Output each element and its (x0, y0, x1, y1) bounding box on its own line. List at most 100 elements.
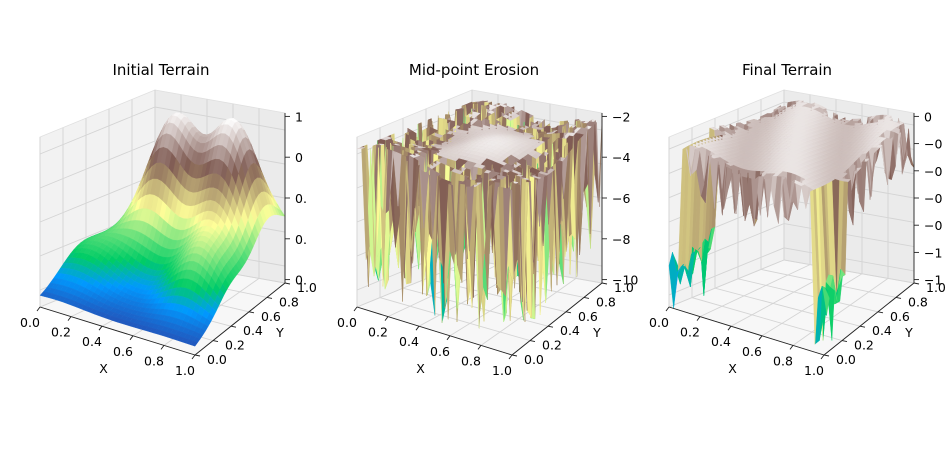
z-tick-label: −6 (612, 191, 630, 206)
x-tick-mark (665, 306, 670, 312)
z-tick-label: −10 (612, 273, 638, 288)
x-tick-label: 0.6 (430, 344, 450, 359)
z-tick-label: 0 (295, 150, 303, 165)
surface-patch (356, 147, 365, 150)
y-tick-mark (601, 282, 608, 285)
surface-patch (668, 252, 678, 309)
y-tick-mark (583, 296, 590, 299)
y-tick-mark (877, 311, 884, 314)
y-axis-line (511, 282, 603, 356)
y-axis-label: Y (275, 325, 284, 340)
y-tick-mark (895, 296, 902, 299)
gridline-z (668, 223, 915, 272)
y-tick-mark (823, 354, 830, 357)
y-tick-mark (194, 354, 201, 357)
z-tick-label: −0 (924, 137, 942, 152)
y-tick-label: 0.8 (596, 294, 616, 309)
x-tick-label: 0.0 (20, 315, 40, 330)
subplot-final-terrain: 0.00.20.40.60.81.00.00.20.40.60.81.0−1−1… (649, 61, 946, 378)
x-tick-mark (727, 325, 732, 331)
y-tick-mark (284, 282, 291, 285)
subplot-title: Mid-point Erosion (409, 61, 539, 79)
y-tick-label: 1.0 (614, 280, 634, 295)
y-tick-label: 0.8 (908, 294, 928, 309)
x-tick-mark (160, 345, 165, 350)
x-tick-label: 0.6 (742, 344, 762, 359)
x-tick-label: 1.0 (492, 363, 512, 378)
x-tick-label: 1.0 (804, 363, 824, 378)
x-tick-label: 0.4 (399, 334, 419, 349)
surface-mesh (668, 100, 915, 345)
y-tick-label: 0.6 (890, 309, 910, 324)
y-tick-mark (266, 296, 273, 299)
y-tick-mark (230, 325, 237, 328)
y-tick-label: 0.4 (560, 323, 580, 338)
y-tick-mark (511, 354, 518, 357)
x-tick-mark (129, 335, 134, 341)
surface-mesh (39, 112, 286, 347)
x-tick-mark (758, 335, 763, 341)
x-tick-label: 0.8 (461, 353, 481, 368)
x-tick-mark (384, 316, 389, 321)
z-tick-label: 0. (295, 273, 307, 288)
gridline-z (39, 106, 286, 155)
y-axis-line (194, 282, 286, 356)
x-tick-label: 0.4 (82, 334, 102, 349)
z-tick-label: 0 (924, 109, 932, 124)
x-tick-label: 1.0 (175, 363, 195, 378)
y-tick-label: 1.0 (926, 280, 946, 295)
y-axis-label: Y (904, 325, 913, 340)
y-tick-label: 0.0 (836, 352, 856, 367)
y-tick-label: 0.2 (225, 338, 245, 353)
x-axis-line (668, 306, 825, 356)
z-tick-label: 0. (295, 191, 307, 206)
x-tick-label: 0.4 (711, 334, 731, 349)
z-tick-label: −1 (924, 245, 942, 260)
y-tick-label: 0.6 (578, 309, 598, 324)
subplot-initial-terrain: 0.00.20.40.60.81.00.00.20.40.60.81.00.0.… (20, 61, 317, 378)
y-axis-label: Y (592, 325, 601, 340)
x-axis-label: X (728, 361, 737, 376)
x-tick-mark (67, 316, 72, 321)
surface-patch (39, 291, 49, 297)
subplot-title: Initial Terrain (112, 61, 209, 79)
y-tick-mark (913, 282, 920, 285)
z-tick-label: −0 (924, 164, 942, 179)
y-tick-mark (248, 311, 255, 314)
x-tick-mark (696, 316, 701, 321)
x-axis-line (39, 306, 196, 356)
y-tick-mark (212, 340, 219, 343)
x-tick-mark (98, 325, 103, 331)
x-tick-label: 0.2 (51, 325, 71, 340)
y-tick-mark (547, 325, 554, 328)
x-tick-mark (415, 325, 420, 331)
z-tick-label: 1 (295, 109, 303, 124)
z-tick-label: −2 (612, 109, 630, 124)
z-tick-label: −0 (924, 191, 942, 206)
z-tick-label: 0. (295, 232, 307, 247)
y-tick-label: 0.8 (279, 294, 299, 309)
x-tick-label: 0.8 (144, 353, 164, 368)
x-tick-mark (353, 306, 358, 312)
y-tick-label: 0.0 (207, 352, 227, 367)
y-tick-mark (565, 311, 572, 314)
y-tick-label: 1.0 (297, 280, 317, 295)
x-axis-line (356, 306, 513, 356)
subplot-title: Final Terrain (742, 61, 832, 79)
y-tick-label: 0.2 (542, 338, 562, 353)
x-tick-mark (36, 306, 41, 312)
x-tick-mark (508, 354, 513, 360)
x-tick-label: 0.0 (337, 315, 357, 330)
y-tick-mark (859, 325, 866, 328)
y-tick-mark (529, 340, 536, 343)
y-tick-mark (841, 340, 848, 343)
x-tick-mark (820, 354, 825, 360)
y-tick-label: 0.6 (261, 309, 281, 324)
z-tick-label: −8 (612, 232, 630, 247)
y-tick-label: 0.0 (524, 352, 544, 367)
x-tick-label: 0.6 (113, 344, 133, 359)
z-tick-label: −4 (612, 150, 630, 165)
x-tick-label: 0.0 (649, 315, 669, 330)
z-tick-label: −1 (924, 273, 942, 288)
y-axis-line (823, 282, 915, 356)
